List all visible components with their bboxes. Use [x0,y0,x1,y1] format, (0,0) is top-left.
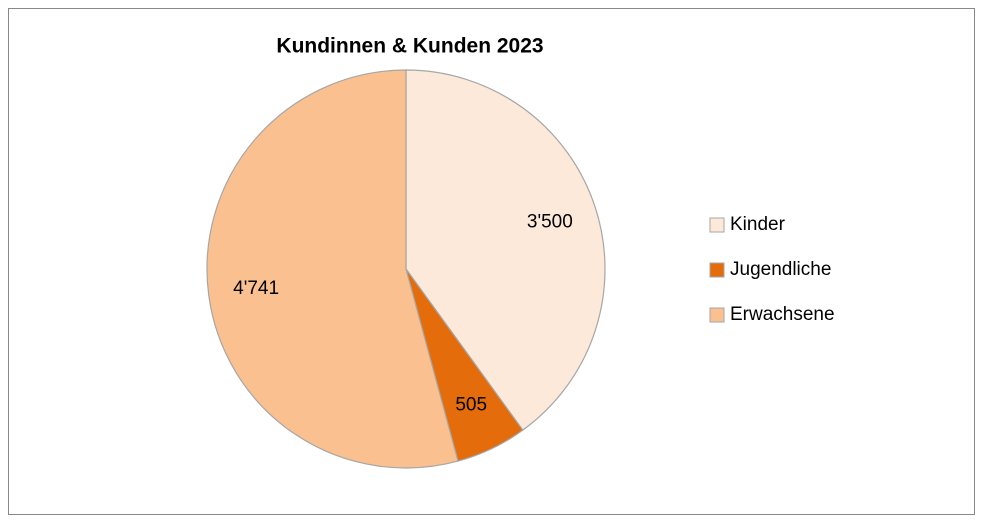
legend-swatch [709,262,725,278]
legend-swatch [709,217,725,233]
legend-swatch [709,307,725,323]
data-label: 4'741 [233,278,279,299]
legend-label: Erwachsene [730,304,835,325]
data-label: 505 [455,394,487,415]
legend-label: Jugendliche [730,259,831,280]
legend-label: Kinder [730,214,786,235]
data-label: 3'500 [527,211,573,232]
pie-slice [405,69,606,431]
chart-title: Kundinnen & Kunden 2023 [276,35,543,58]
pie-slice [206,69,459,469]
